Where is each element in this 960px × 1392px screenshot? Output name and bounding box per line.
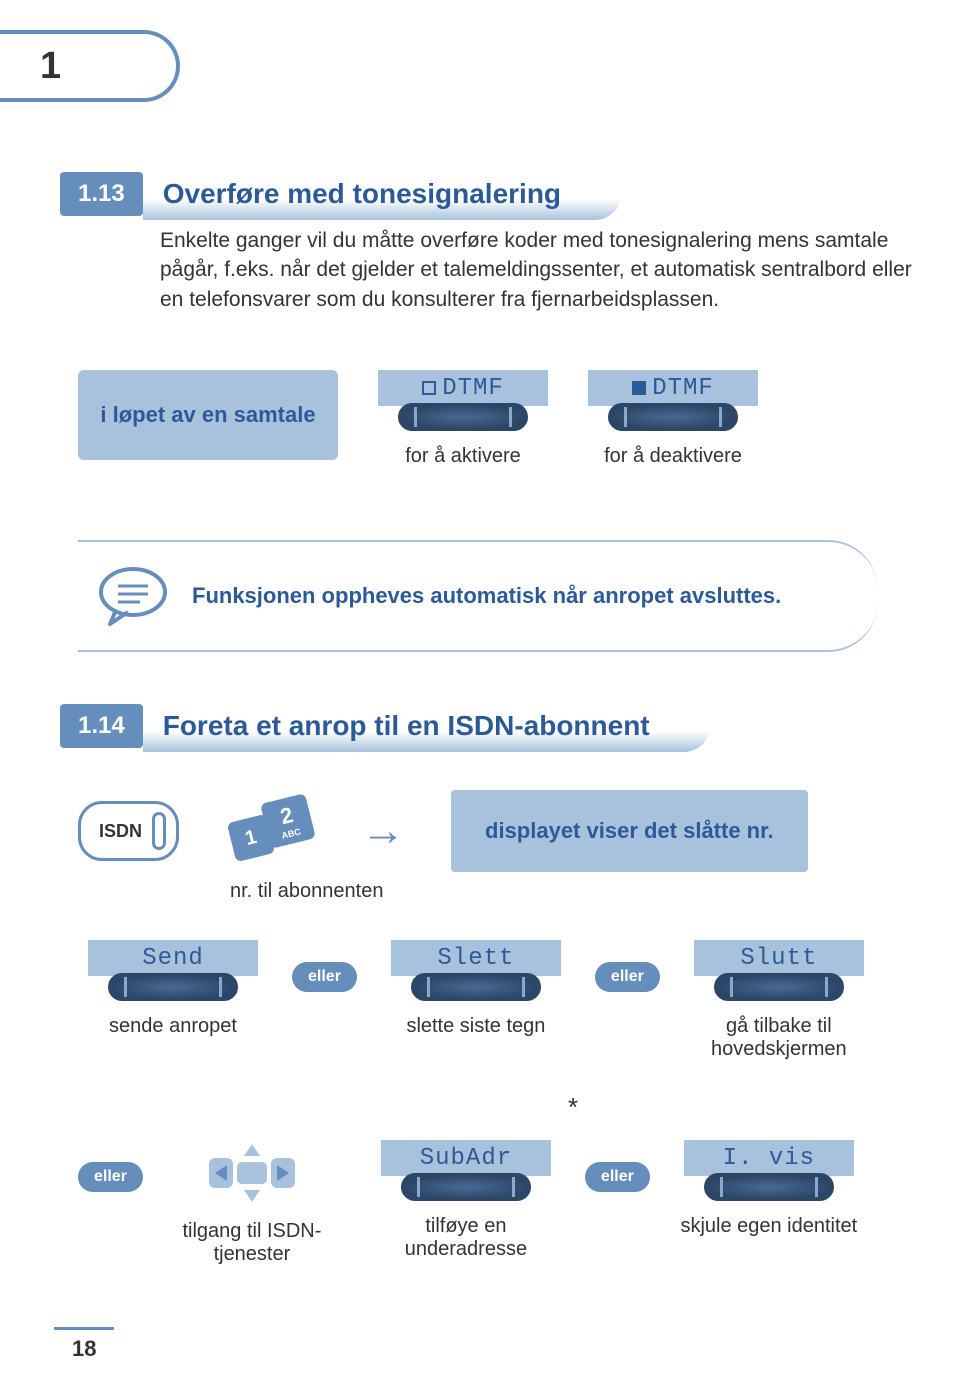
softkey-ivis[interactable]: I. vis [684,1140,854,1201]
arrow-right-icon: → [361,806,405,856]
knob-icon [398,403,528,431]
softkey-deactivate-label: DTMF [652,375,714,402]
section-number-113: 1.13 [60,172,143,216]
eller-pill: eller [292,962,357,992]
eller-pill: eller [585,1162,650,1192]
chapter-tab: 1 [0,30,180,102]
note-pill: Funksjonen oppheves automatisk når anrop… [78,540,878,652]
handset-icon [152,812,166,850]
section-title-114: Foreta et anrop til en ISDN-abonnent [163,710,650,741]
display-text: displayet viser det slåtte nr. [485,818,774,843]
knob-icon [608,403,738,431]
caption-send: sende anropet [109,1015,237,1038]
softkey-slutt-group: Slutt gå tilbake til hovedskjermen [684,940,874,1061]
section-number-114: 1.14 [60,704,143,748]
eller-pill: eller [78,1162,143,1192]
knob-icon [401,1173,531,1201]
knob-icon [704,1173,834,1201]
softkey-subadr-label: SubAdr [420,1145,512,1172]
keypad-caption: nr. til abonnenten [230,880,383,903]
caption-slutt: gå tilbake til hovedskjermen [689,1015,869,1061]
keypad-icon[interactable]: 1 2ABC [225,798,315,864]
knob-icon [108,973,238,1001]
softkey-send-group: Send sende anropet [78,940,268,1038]
caption-ivis: skjule egen identitet [674,1215,864,1238]
row-114-dial: ISDN 1 2ABC → displayet viser det slåtte… [78,790,808,872]
softkey-ivis-group: I. vis skjule egen identitet [674,1140,864,1238]
asterisk: * [568,1092,578,1123]
context-box: i løpet av en samtale [78,370,338,460]
softkey-slutt[interactable]: Slutt [694,940,864,1001]
section-body-113: Enkelte ganger vil du måtte overføre kod… [160,226,940,314]
chapter-number: 1 [40,45,61,88]
caption-subadr: tilføye en underadresse [371,1215,561,1261]
section-title-113: Overføre med tonesignalering [163,178,561,209]
caption-deactivate: for å deaktivere [604,445,742,468]
section-title-pill-113: Overføre med tonesignalering [143,168,621,220]
speech-bubble-icon [98,566,168,626]
isdn-badge[interactable]: ISDN [78,801,179,861]
section-title-pill-114: Foreta et anrop til en ISDN-abonnent [143,700,710,752]
softkey-deactivate-group: DTMF for å deaktivere [588,370,758,468]
caption-activate: for å aktivere [405,445,521,468]
note-text: Funksjonen oppheves automatisk når anrop… [192,583,781,609]
softkey-send[interactable]: Send [88,940,258,1001]
caption-nav: tilgang til ISDN-tjenester [167,1220,337,1266]
note-container: Funksjonen oppheves automatisk når anrop… [78,540,878,652]
softkey-send-label: Send [142,945,204,972]
softkey-subadr-group: SubAdr tilføye en underadresse [371,1140,561,1261]
softkey-activate[interactable]: DTMF [378,370,548,431]
softkey-slett-label: Slett [437,945,514,972]
softkey-activate-label: DTMF [442,375,504,402]
navpad-group: tilgang til ISDN-tjenester [167,1140,337,1266]
isdn-label: ISDN [99,821,142,842]
softkey-slett[interactable]: Slett [391,940,561,1001]
eller-pill: eller [595,962,660,992]
page-number: 18 [54,1327,114,1368]
checkbox-filled-icon [632,381,646,395]
navpad-icon[interactable] [207,1140,297,1206]
softkey-deactivate[interactable]: DTMF [588,370,758,431]
caption-slett: slette siste tegn [406,1015,545,1038]
context-box-text: i løpet av en samtale [100,402,315,427]
row-113-keys: i løpet av en samtale DTMF for å aktiver… [78,370,758,468]
softkey-ivis-label: I. vis [723,1145,815,1172]
row-114-actions: Send sende anropet eller Slett slette si… [78,940,874,1061]
checkbox-empty-icon [422,381,436,395]
display-box: displayet viser det slåtte nr. [451,790,808,872]
knob-icon [714,973,844,1001]
softkey-subadr[interactable]: SubAdr [381,1140,551,1201]
softkey-slutt-label: Slutt [740,945,817,972]
knob-icon [411,973,541,1001]
section-114: 1.14 Foreta et anrop til en ISDN-abonnen… [60,700,710,752]
section-113: 1.13 Overføre med tonesignalering Enkelt… [60,168,940,314]
softkey-slett-group: Slett slette siste tegn [381,940,571,1038]
row-114-extra: eller tilgang til ISDN-tjenester SubAdr … [78,1140,864,1266]
keypad-group: 1 2ABC [225,798,315,864]
softkey-activate-group: DTMF for å aktivere [378,370,548,468]
